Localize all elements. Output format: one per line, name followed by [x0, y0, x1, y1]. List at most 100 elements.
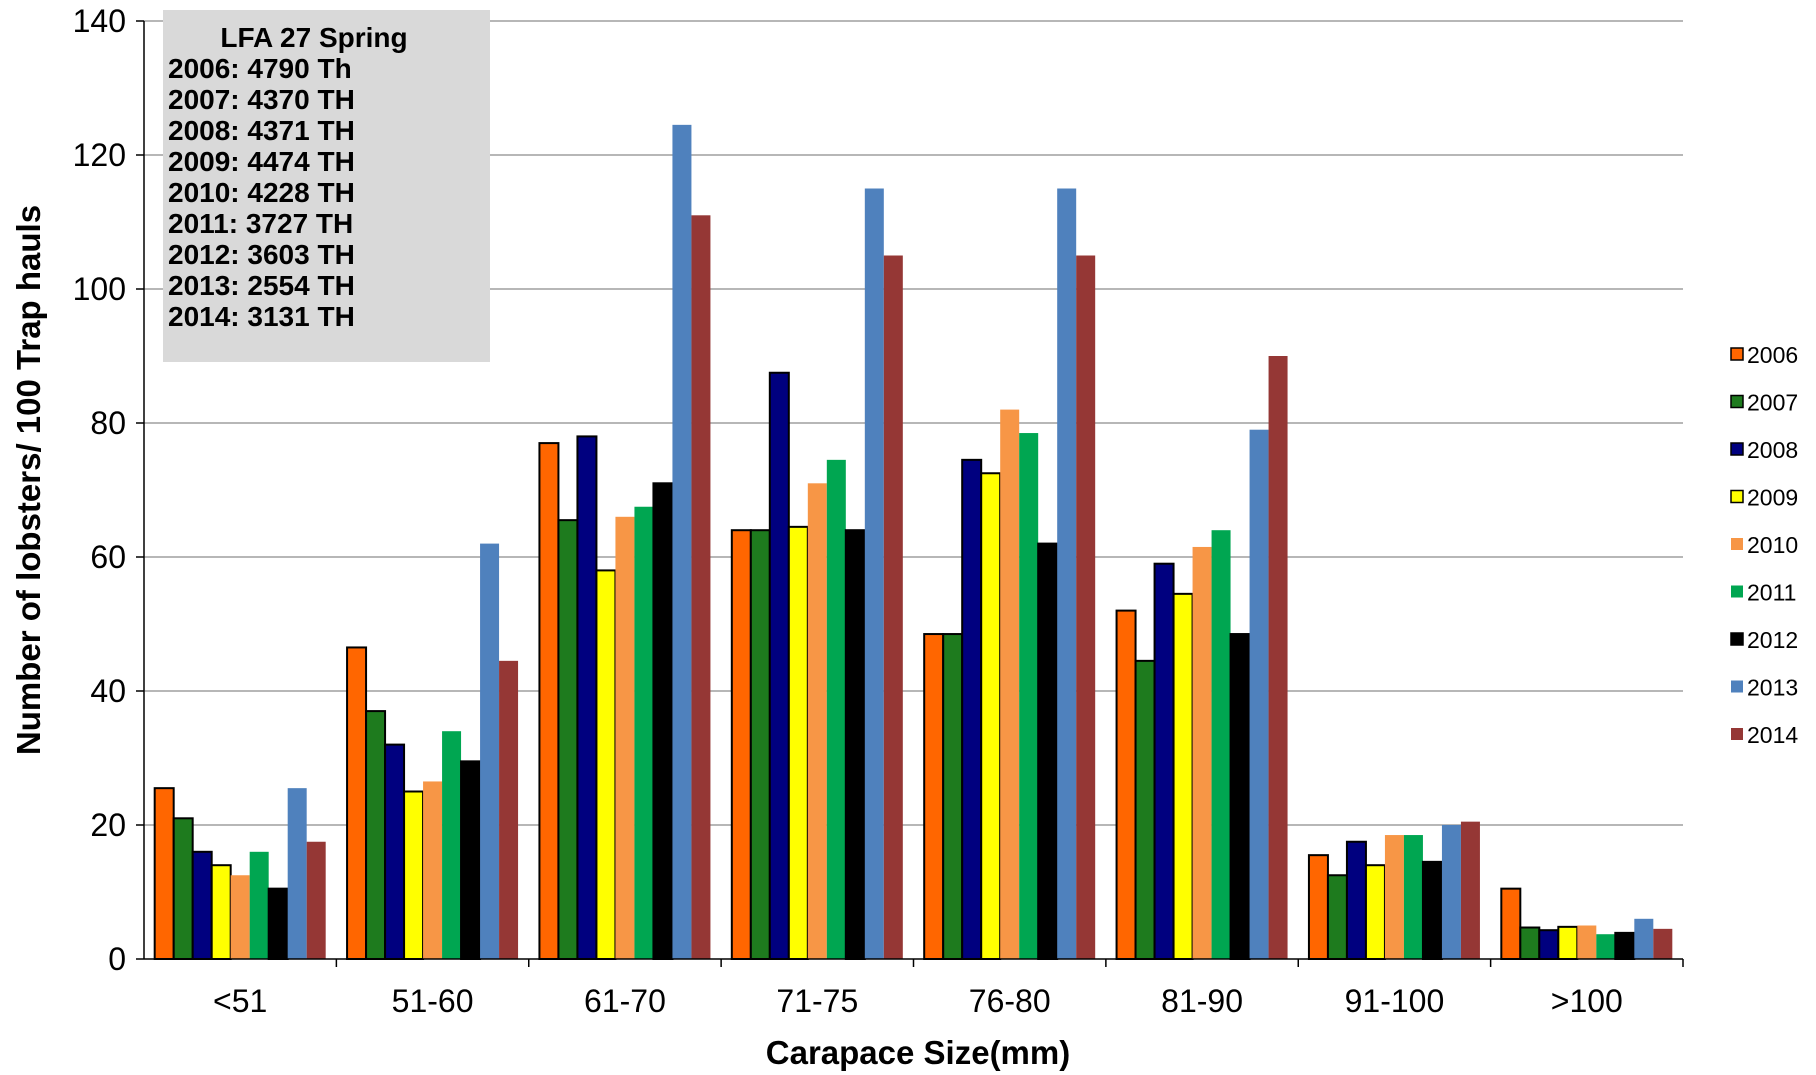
x-tick-label: 91-100 — [1345, 983, 1445, 1019]
bar-2013 — [1249, 429, 1269, 959]
bar-2006 — [346, 646, 368, 960]
y-tick-label: 40 — [90, 673, 126, 709]
bar-2006 — [153, 787, 175, 961]
annotation-line: 2007: 4370 TH — [168, 84, 355, 115]
x-tick-label: >100 — [1551, 983, 1623, 1019]
annotation-title: LFA 27 Spring — [220, 22, 407, 53]
bar-2014 — [1268, 356, 1288, 959]
annotation-line: 2010: 4228 TH — [168, 177, 355, 208]
bar-2007 — [1326, 874, 1348, 960]
bar-2010 — [615, 516, 635, 959]
bar-2006 — [1307, 854, 1329, 961]
bar-2008 — [1153, 562, 1175, 960]
bar-2011 — [826, 459, 846, 959]
annotation-background — [163, 10, 490, 362]
bar-2012 — [460, 760, 482, 960]
bar-2009 — [1557, 925, 1579, 961]
bar-2008 — [576, 435, 598, 960]
legend-label: 2006 — [1747, 342, 1798, 368]
bar-2011 — [1596, 934, 1616, 959]
bar-2012 — [844, 529, 866, 960]
bar-2009 — [1172, 592, 1194, 960]
annotation-line: 2008: 4371 TH — [168, 115, 355, 146]
x-tick-label: 61-70 — [584, 983, 666, 1019]
bar-2009 — [595, 569, 617, 961]
legend-swatch-2010 — [1731, 538, 1743, 550]
bar-2011 — [442, 731, 462, 959]
bar-2009 — [1364, 864, 1386, 961]
bar-2014 — [883, 255, 903, 959]
bar-2009 — [787, 525, 809, 960]
bar-2008 — [961, 458, 983, 960]
bar-2010 — [1384, 835, 1404, 959]
y-tick-label: 60 — [90, 539, 126, 575]
bar-2010 — [1000, 409, 1020, 960]
bar-2007 — [1519, 926, 1541, 961]
bar-2006 — [730, 529, 752, 960]
bar-2014 — [1076, 255, 1096, 959]
bar-2011 — [1211, 530, 1231, 959]
legend-label: 2013 — [1747, 675, 1798, 701]
bar-2014 — [306, 841, 326, 959]
bar-2008 — [384, 743, 406, 960]
bar-2012 — [1229, 633, 1251, 960]
legend-swatch-2007 — [1730, 394, 1744, 409]
y-tick-label: 140 — [73, 3, 126, 39]
bar-2008 — [191, 850, 213, 960]
bar-2009 — [980, 472, 1002, 960]
x-axis-title: Carapace Size(mm) — [766, 1034, 1070, 1071]
legend-swatch-2009 — [1730, 489, 1744, 504]
legend-swatch-2011 — [1731, 585, 1743, 598]
y-tick-label: 120 — [73, 137, 126, 173]
annotation-line: 2014: 3131 TH — [168, 301, 355, 332]
legend-label: 2011 — [1747, 580, 1796, 606]
legend-swatch-2014 — [1731, 728, 1743, 740]
bar-2006 — [538, 442, 560, 961]
bar-2013 — [864, 188, 884, 959]
legend-label: 2010 — [1747, 532, 1798, 558]
bar-2010 — [1577, 925, 1597, 959]
bar-2013 — [1634, 918, 1654, 959]
bar-2010 — [230, 875, 250, 959]
y-tick-label: 20 — [90, 807, 126, 843]
bar-2007 — [942, 633, 964, 960]
bar-2007 — [749, 529, 771, 960]
x-tick-label: <51 — [213, 983, 267, 1019]
legend-swatch-2008 — [1730, 442, 1744, 456]
annotation-line: 2012: 3603 TH — [168, 239, 355, 270]
legend-label: 2012 — [1747, 627, 1798, 653]
bar-2012 — [267, 887, 289, 961]
x-tick-label: 81-90 — [1161, 983, 1243, 1019]
legend-label: 2014 — [1747, 722, 1798, 748]
legend-label: 2009 — [1747, 485, 1798, 511]
x-tick-label: 76-80 — [969, 983, 1051, 1019]
annotation-line: 2013: 2554 TH — [168, 270, 355, 301]
bar-2014 — [499, 660, 519, 959]
bar-2011 — [634, 506, 654, 959]
x-tick-label: 51-60 — [392, 983, 474, 1019]
legend-swatch-2012 — [1730, 632, 1744, 646]
bar-2010 — [423, 781, 443, 959]
legend-swatch-2013 — [1731, 680, 1743, 693]
bar-2012 — [652, 482, 674, 960]
bar-2011 — [1403, 835, 1423, 959]
y-tick-labels: 0 20 40 60 80 100 120 140 — [73, 3, 126, 977]
bar-2014 — [691, 215, 711, 960]
annotation-line: 2006: 4790 Th — [168, 53, 352, 84]
bar-2006 — [923, 633, 945, 960]
bar-2006 — [1500, 887, 1522, 961]
y-tick-label: 100 — [73, 271, 126, 307]
bar-2008 — [1538, 929, 1560, 961]
bar-2014 — [1460, 821, 1480, 959]
annotation-line: 2009: 4474 TH — [168, 146, 355, 177]
bar-2006 — [1115, 609, 1137, 960]
bar-2013 — [287, 788, 307, 959]
bar-2013 — [480, 543, 500, 959]
legend-label: 2007 — [1747, 390, 1798, 416]
bar-2007 — [365, 710, 387, 960]
bar-2008 — [1345, 840, 1367, 960]
bar-2010 — [1192, 546, 1212, 959]
bar-2007 — [557, 519, 579, 961]
